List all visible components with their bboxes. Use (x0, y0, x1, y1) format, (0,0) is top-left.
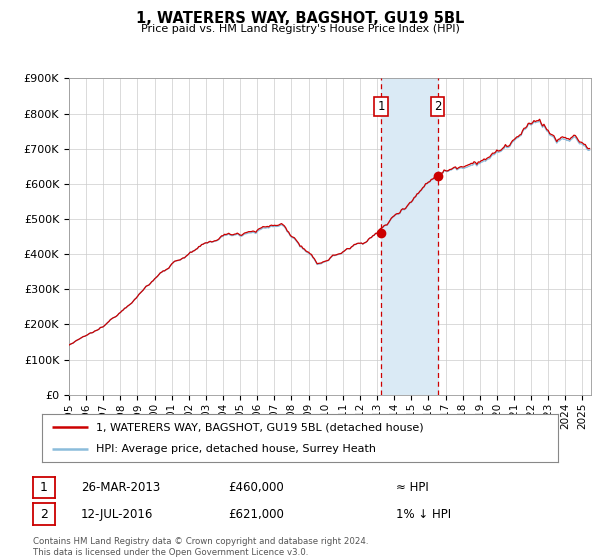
Text: 2: 2 (40, 507, 48, 521)
Text: £621,000: £621,000 (228, 507, 284, 521)
Text: 1: 1 (377, 100, 385, 113)
Text: 26-MAR-2013: 26-MAR-2013 (81, 480, 160, 494)
Text: 2: 2 (434, 100, 442, 113)
Text: This data is licensed under the Open Government Licence v3.0.: This data is licensed under the Open Gov… (33, 548, 308, 557)
Text: 1% ↓ HPI: 1% ↓ HPI (396, 507, 451, 521)
Text: 1, WATERERS WAY, BAGSHOT, GU19 5BL: 1, WATERERS WAY, BAGSHOT, GU19 5BL (136, 11, 464, 26)
Text: Contains HM Land Registry data © Crown copyright and database right 2024.: Contains HM Land Registry data © Crown c… (33, 537, 368, 546)
Bar (381, 78, 437, 395)
Text: 1: 1 (40, 480, 48, 494)
Text: HPI: Average price, detached house, Surrey Heath: HPI: Average price, detached house, Surr… (96, 444, 376, 454)
Text: Price paid vs. HM Land Registry's House Price Index (HPI): Price paid vs. HM Land Registry's House … (140, 24, 460, 34)
Text: 1, WATERERS WAY, BAGSHOT, GU19 5BL (detached house): 1, WATERERS WAY, BAGSHOT, GU19 5BL (deta… (96, 422, 424, 432)
Text: 12-JUL-2016: 12-JUL-2016 (81, 507, 154, 521)
Text: ≈ HPI: ≈ HPI (396, 480, 429, 494)
Text: £460,000: £460,000 (228, 480, 284, 494)
